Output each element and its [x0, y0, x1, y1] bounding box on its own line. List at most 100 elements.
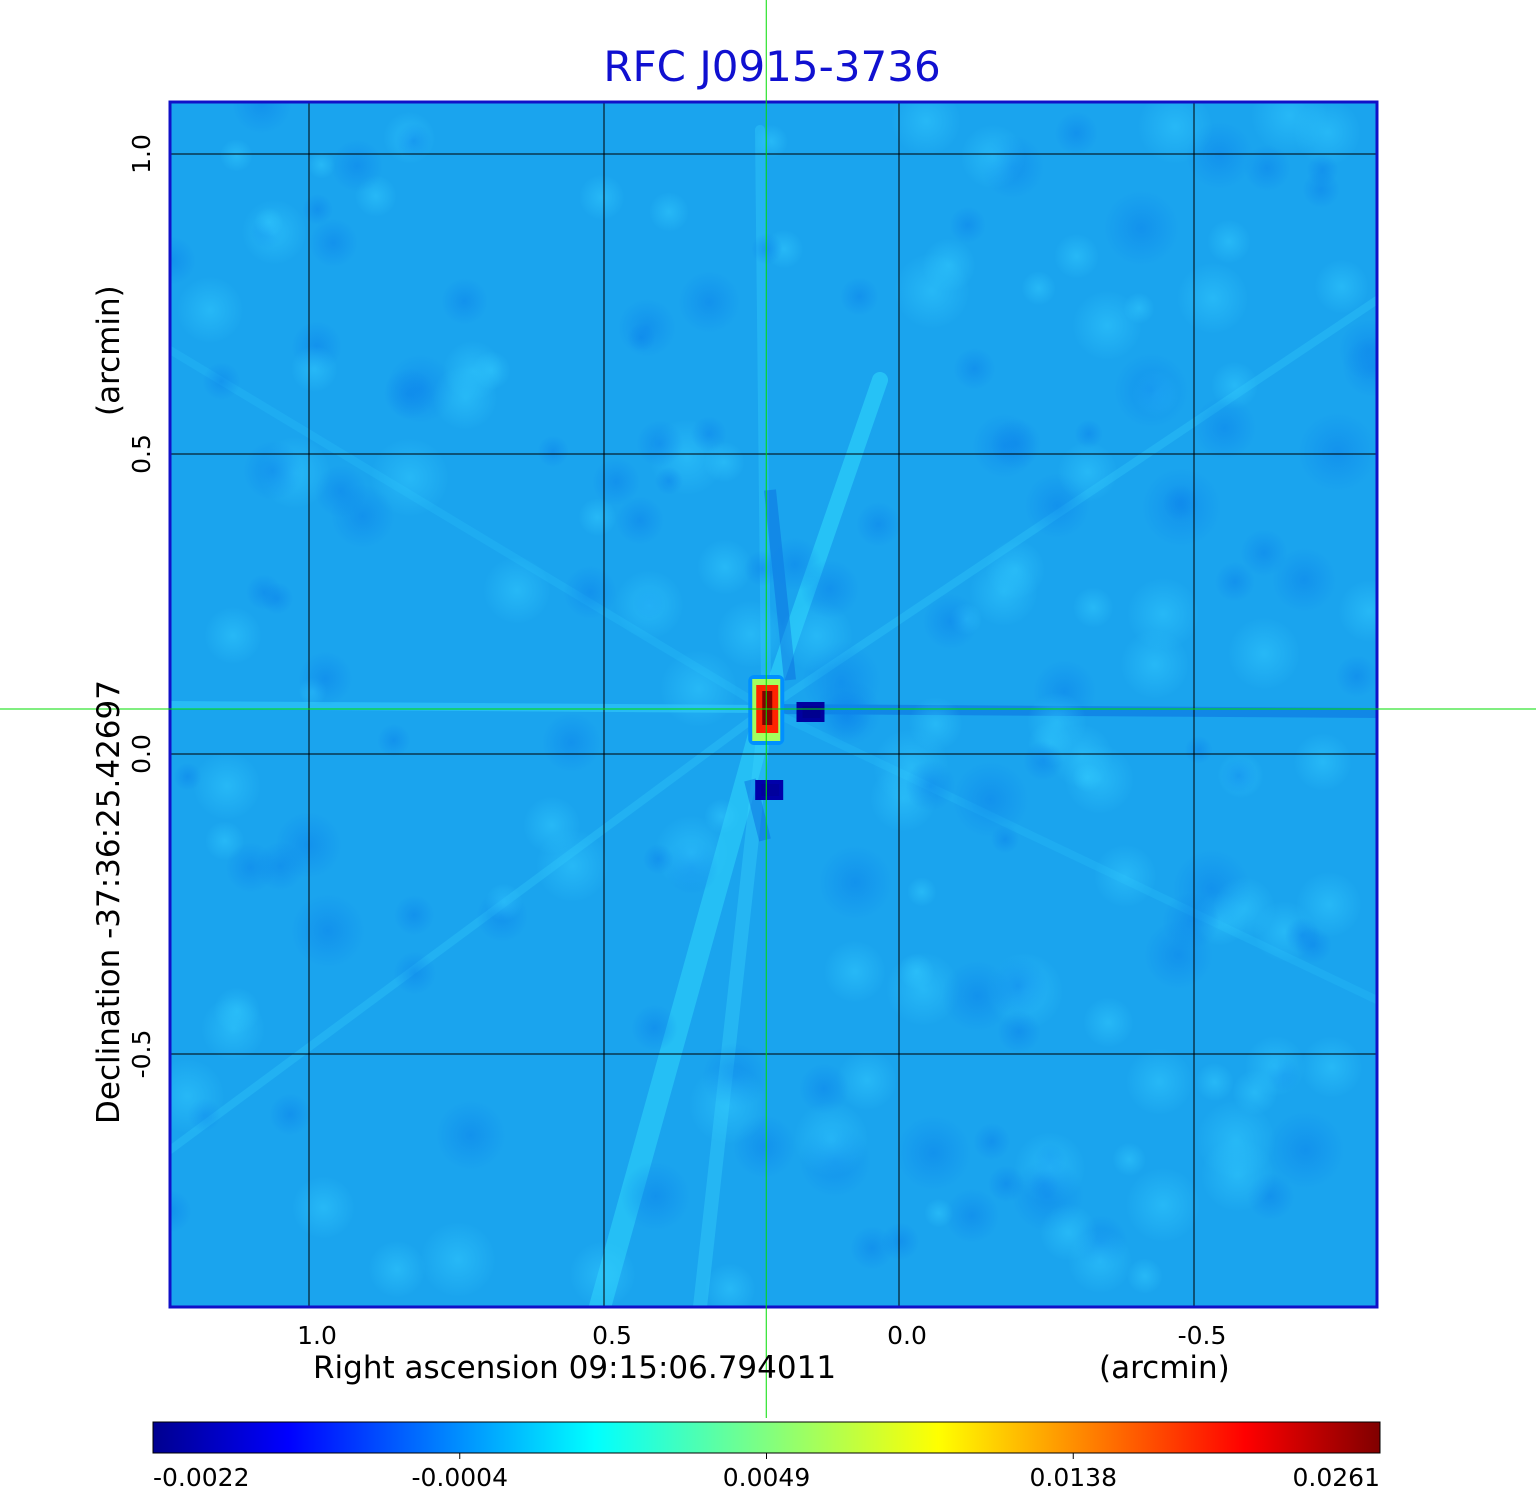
x-tick-label: 0.5 — [592, 1321, 632, 1350]
noise-blob — [440, 277, 489, 325]
noise-blob — [997, 1010, 1041, 1054]
noise-blob — [170, 1190, 192, 1234]
noise-blob — [330, 484, 395, 549]
noise-blob — [716, 600, 785, 669]
noise-blob — [254, 207, 284, 237]
noise-blob — [1125, 1167, 1201, 1243]
noise-blob — [1293, 732, 1353, 792]
noise-blob — [631, 1004, 678, 1052]
noise-blob — [636, 420, 684, 468]
noise-blob — [485, 883, 523, 922]
sidelobe-streak — [170, 705, 771, 1154]
y-axis-label: Declination -37:36:25.42697 — [91, 680, 127, 1124]
x-axis-unit: (arcmin) — [1099, 1350, 1230, 1386]
plot-frame — [168, 100, 1379, 1309]
noise-blob — [793, 1101, 869, 1177]
noise-blob — [1064, 744, 1135, 815]
noise-blob — [960, 124, 1026, 190]
noise-blob — [1093, 844, 1157, 908]
noise-blob — [1083, 997, 1134, 1048]
noise-blob — [1137, 102, 1213, 165]
noise-blob — [951, 761, 1029, 839]
noise-blob — [654, 466, 684, 496]
noise-blob — [743, 550, 780, 587]
sidelobe-streak — [170, 346, 771, 713]
noise-blob — [435, 1100, 506, 1171]
noise-blob — [1053, 233, 1100, 279]
x-tick-label: 0.0 — [887, 1321, 927, 1350]
noise-blob — [1126, 1258, 1163, 1295]
noise-blob — [1112, 1142, 1147, 1177]
colorbar-tick-label: 0.0138 — [1030, 1463, 1117, 1492]
noise-blob — [377, 723, 411, 758]
colorbar-tick-label: 0.0261 — [1293, 1463, 1380, 1492]
noise-blob — [1240, 529, 1288, 577]
noise-blob — [393, 951, 437, 995]
colorbar-tick-label: 0.0049 — [723, 1463, 810, 1492]
noise-blob — [891, 102, 962, 157]
noise-blob — [291, 1176, 356, 1240]
noise-blob — [1232, 1069, 1278, 1116]
noise-blob — [290, 893, 366, 969]
x-tick-label: -0.5 — [1178, 1321, 1227, 1350]
noise-blob — [395, 123, 432, 160]
noise-blob — [1192, 396, 1257, 460]
noise-blob — [1125, 1048, 1194, 1116]
noise-blob — [330, 139, 384, 193]
noise-blob — [850, 1226, 894, 1270]
noise-blob — [483, 556, 552, 625]
noise-blob — [173, 762, 202, 791]
noise-blob — [1103, 190, 1180, 267]
noise-blob — [905, 760, 956, 812]
noise-blob — [308, 218, 358, 268]
noise-blob — [1113, 353, 1189, 429]
y-axis-unit: (arcmin) — [91, 285, 127, 416]
noise-blob — [176, 276, 244, 344]
noise-blob — [754, 124, 789, 159]
noise-blob — [751, 233, 783, 265]
noise-blob — [261, 582, 294, 615]
noise-blob — [906, 877, 937, 907]
noise-blob — [898, 953, 935, 990]
noise-blob — [1212, 876, 1276, 941]
noise-blob — [953, 347, 996, 390]
noise-blob — [569, 1241, 636, 1307]
noise-blob — [1072, 587, 1114, 629]
noise-blob — [1072, 290, 1143, 361]
noise-blob — [823, 940, 887, 1004]
noise-blob — [704, 1263, 756, 1307]
noise-blob — [985, 539, 1046, 600]
negative-streak — [744, 778, 771, 842]
noise-blob — [1057, 441, 1118, 503]
noise-blob — [895, 1115, 972, 1191]
noise-blob — [1054, 111, 1099, 156]
noise-blob — [1266, 1111, 1345, 1189]
noise-blob — [420, 1221, 497, 1298]
noise-blob — [615, 496, 665, 545]
noise-blob — [800, 559, 860, 619]
noise-blob — [301, 193, 334, 225]
sidelobe-streak — [693, 702, 774, 1307]
noise-blob — [1220, 757, 1258, 794]
noise-blob — [941, 960, 1014, 1032]
noise-blob — [648, 191, 690, 233]
noise-blob — [1120, 629, 1190, 700]
noise-blob — [688, 1065, 768, 1145]
noise-blob — [1302, 170, 1340, 209]
colorbar-ticks: -0.0022 -0.0004 0.0049 0.0138 0.0261 — [153, 1453, 1380, 1492]
noise-blob — [563, 565, 617, 620]
noise-blob — [1335, 655, 1377, 698]
noise-blob — [578, 174, 625, 221]
noise-blob — [922, 593, 979, 650]
noise-blob — [432, 365, 498, 431]
grid-lines — [170, 102, 1377, 1307]
noise-blob — [578, 498, 617, 537]
noise-blob — [368, 1240, 426, 1299]
noise-blob — [642, 843, 674, 875]
noise-blob — [231, 102, 292, 134]
colorbar-tick-label: -0.0004 — [412, 1463, 509, 1492]
noise-blob — [1295, 871, 1363, 938]
noise-blob — [973, 1122, 1011, 1161]
noise-blob — [541, 712, 602, 773]
